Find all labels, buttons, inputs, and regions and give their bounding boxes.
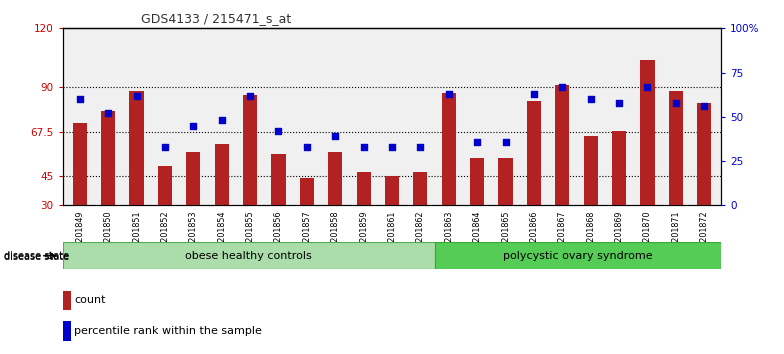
- Bar: [641, 60, 655, 205]
- FancyBboxPatch shape: [435, 242, 721, 269]
- Point: [698, 103, 710, 109]
- Point: [613, 100, 626, 105]
- Bar: [215, 144, 229, 205]
- Point: [584, 96, 597, 102]
- Bar: [669, 91, 683, 205]
- Bar: [243, 95, 257, 205]
- Point: [244, 93, 256, 98]
- Point: [216, 118, 228, 123]
- Text: disease state: disease state: [4, 251, 69, 261]
- Point: [187, 123, 200, 129]
- Bar: [612, 131, 626, 205]
- Text: disease state: disease state: [4, 252, 69, 262]
- Point: [358, 144, 370, 150]
- Point: [300, 144, 313, 150]
- Point: [499, 139, 512, 144]
- Bar: [441, 93, 456, 205]
- Point: [414, 144, 426, 150]
- Point: [471, 139, 484, 144]
- Text: percentile rank within the sample: percentile rank within the sample: [74, 326, 263, 336]
- Point: [74, 96, 86, 102]
- Bar: [299, 178, 314, 205]
- Point: [386, 144, 398, 150]
- Point: [528, 91, 540, 97]
- Text: GDS4133 / 215471_s_at: GDS4133 / 215471_s_at: [141, 12, 292, 25]
- Text: count: count: [74, 295, 106, 306]
- Bar: [101, 111, 115, 205]
- Bar: [413, 172, 427, 205]
- Point: [130, 93, 143, 98]
- Bar: [158, 166, 172, 205]
- Bar: [470, 158, 485, 205]
- Bar: [328, 152, 343, 205]
- Point: [158, 144, 171, 150]
- Bar: [385, 176, 399, 205]
- Point: [670, 100, 682, 105]
- Bar: [697, 103, 711, 205]
- Bar: [527, 101, 541, 205]
- Bar: [583, 137, 597, 205]
- Bar: [73, 123, 87, 205]
- Bar: [63, 321, 71, 341]
- Bar: [63, 291, 71, 310]
- Text: polycystic ovary syndrome: polycystic ovary syndrome: [503, 251, 653, 261]
- Bar: [555, 85, 569, 205]
- Point: [329, 133, 342, 139]
- Point: [442, 91, 455, 97]
- Bar: [271, 154, 285, 205]
- Point: [556, 84, 568, 90]
- Bar: [186, 152, 201, 205]
- Bar: [357, 172, 371, 205]
- Bar: [499, 158, 513, 205]
- Point: [641, 84, 654, 90]
- Text: obese healthy controls: obese healthy controls: [186, 251, 312, 261]
- Bar: [129, 91, 143, 205]
- FancyBboxPatch shape: [63, 242, 435, 269]
- Point: [102, 110, 114, 116]
- Point: [272, 128, 285, 134]
